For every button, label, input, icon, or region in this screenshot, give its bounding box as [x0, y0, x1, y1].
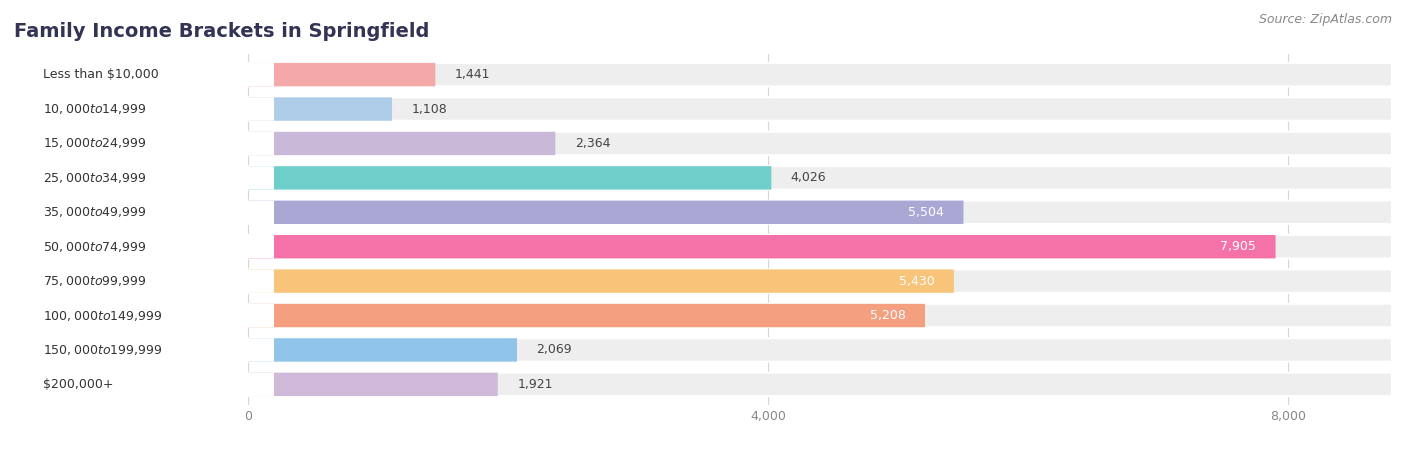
Text: $35,000 to $49,999: $35,000 to $49,999 — [42, 205, 146, 219]
Text: $150,000 to $199,999: $150,000 to $199,999 — [42, 343, 162, 357]
Text: 5,430: 5,430 — [898, 274, 935, 288]
FancyBboxPatch shape — [27, 373, 274, 396]
Text: 2,364: 2,364 — [575, 137, 610, 150]
FancyBboxPatch shape — [247, 201, 963, 224]
FancyBboxPatch shape — [247, 63, 436, 86]
Text: 5,208: 5,208 — [870, 309, 905, 322]
FancyBboxPatch shape — [27, 132, 1392, 155]
Text: $25,000 to $34,999: $25,000 to $34,999 — [42, 171, 146, 185]
Text: $15,000 to $24,999: $15,000 to $24,999 — [42, 136, 146, 150]
Text: 1,108: 1,108 — [412, 103, 447, 116]
Text: 4,026: 4,026 — [790, 171, 827, 184]
FancyBboxPatch shape — [27, 63, 274, 86]
FancyBboxPatch shape — [27, 338, 274, 362]
FancyBboxPatch shape — [27, 166, 274, 189]
FancyBboxPatch shape — [27, 338, 1392, 362]
Text: $75,000 to $99,999: $75,000 to $99,999 — [42, 274, 146, 288]
FancyBboxPatch shape — [27, 166, 1392, 189]
FancyBboxPatch shape — [27, 97, 1392, 121]
FancyBboxPatch shape — [27, 270, 274, 293]
FancyBboxPatch shape — [27, 304, 1392, 327]
FancyBboxPatch shape — [247, 166, 772, 189]
Text: 7,905: 7,905 — [1220, 240, 1256, 253]
Text: 1,921: 1,921 — [517, 378, 553, 391]
FancyBboxPatch shape — [27, 97, 274, 121]
Text: $50,000 to $74,999: $50,000 to $74,999 — [42, 240, 146, 254]
Text: Family Income Brackets in Springfield: Family Income Brackets in Springfield — [14, 22, 429, 41]
FancyBboxPatch shape — [247, 235, 1275, 258]
FancyBboxPatch shape — [247, 338, 517, 362]
FancyBboxPatch shape — [27, 201, 1392, 224]
Text: $200,000+: $200,000+ — [42, 378, 112, 391]
FancyBboxPatch shape — [247, 97, 392, 121]
FancyBboxPatch shape — [247, 373, 498, 396]
FancyBboxPatch shape — [27, 235, 1392, 258]
FancyBboxPatch shape — [27, 270, 1392, 293]
Text: 5,504: 5,504 — [908, 206, 943, 219]
Text: 2,069: 2,069 — [537, 343, 572, 356]
FancyBboxPatch shape — [27, 304, 274, 327]
FancyBboxPatch shape — [27, 373, 1392, 396]
Text: $100,000 to $149,999: $100,000 to $149,999 — [42, 309, 162, 323]
FancyBboxPatch shape — [27, 235, 274, 258]
FancyBboxPatch shape — [247, 132, 555, 155]
Text: $10,000 to $14,999: $10,000 to $14,999 — [42, 102, 146, 116]
Text: 1,441: 1,441 — [456, 68, 491, 81]
FancyBboxPatch shape — [247, 270, 953, 293]
Text: Source: ZipAtlas.com: Source: ZipAtlas.com — [1258, 14, 1392, 27]
FancyBboxPatch shape — [247, 304, 925, 327]
FancyBboxPatch shape — [27, 63, 1392, 86]
FancyBboxPatch shape — [27, 132, 274, 155]
Text: Less than $10,000: Less than $10,000 — [42, 68, 159, 81]
FancyBboxPatch shape — [27, 201, 274, 224]
